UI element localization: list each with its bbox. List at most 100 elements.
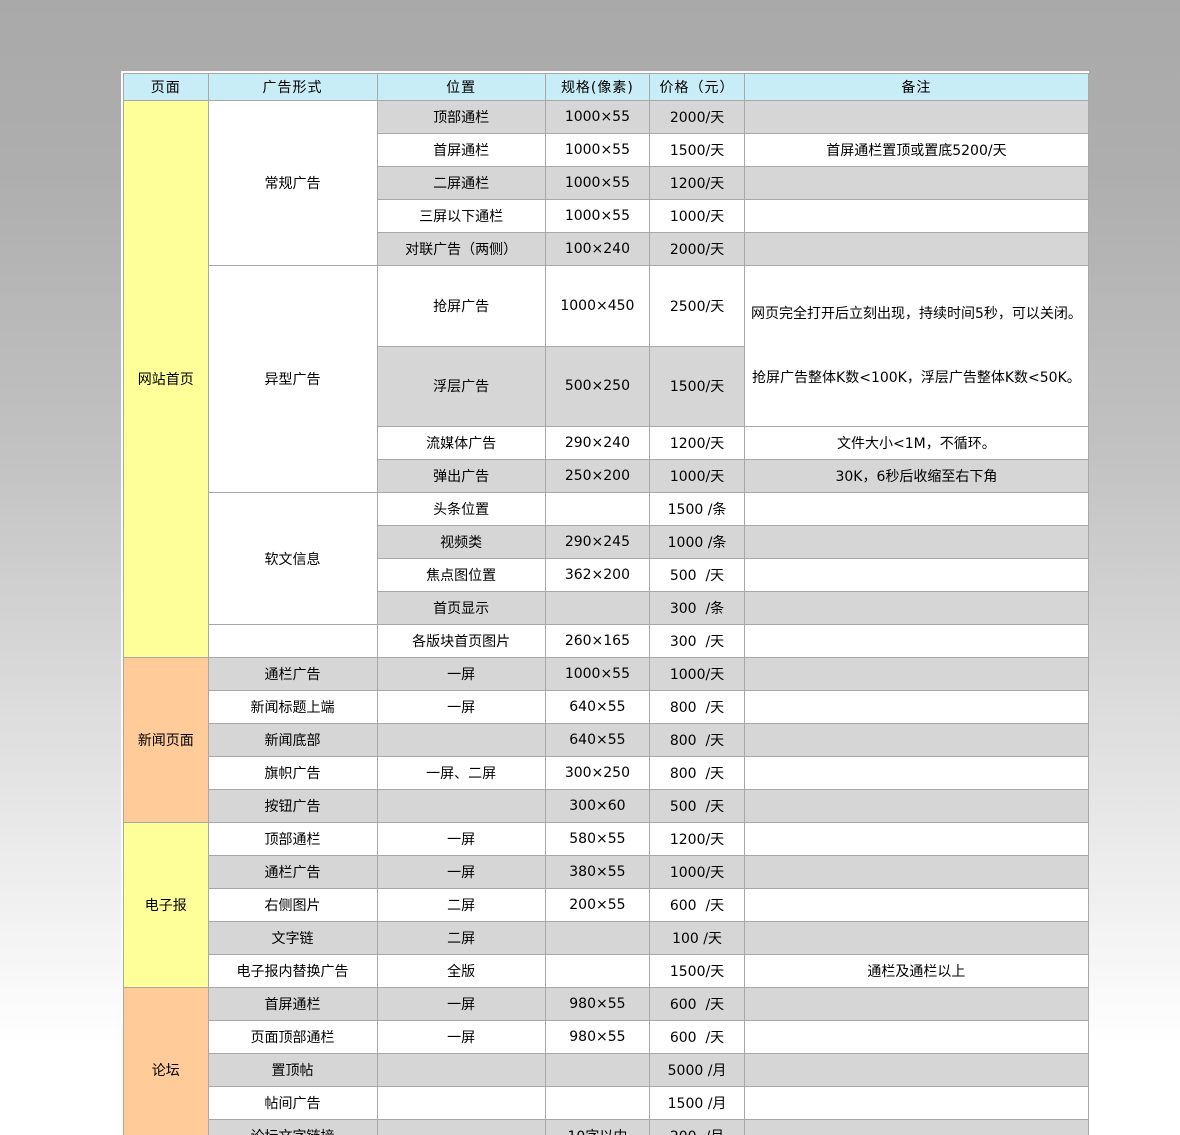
price-cell: 1000/天 — [649, 199, 745, 233]
table-row: 旗帜广告 一屏、二屏 300×250 800 /天 — [124, 756, 1090, 790]
header-row: 页面 广告形式 位置 规格(像素) 价格（元） 备注 — [123, 73, 1090, 101]
ad-form-cell: 论坛文字链接 — [207, 1119, 378, 1135]
price-cell: 600 /天 — [649, 987, 745, 1021]
position-cell: 三屏以下通栏 — [376, 199, 546, 233]
table-row: 各版块首页图片 260×165 300 /天 — [124, 624, 1090, 658]
position-cell: 各版块首页图片 — [376, 624, 546, 658]
ad-form-cell — [207, 624, 378, 658]
price-cell: 1000/天 — [649, 855, 745, 889]
note-cell — [743, 888, 1090, 922]
price-cell: 800 /天 — [649, 723, 745, 757]
price-cell: 1500/天 — [649, 345, 745, 427]
spec-cell: 10字以内 — [544, 1119, 651, 1135]
price-cell: 1000/天 — [649, 657, 745, 691]
position-cell — [376, 789, 546, 823]
spec-cell: 100×240 — [544, 232, 651, 266]
spec-cell: 290×240 — [544, 426, 651, 460]
column-header-price: 价格（元） — [649, 73, 745, 101]
table-row: 首屏通栏 1000×55 1500/天 首屏通栏置顶或置底5200/天 — [124, 133, 1090, 167]
note-cell — [743, 756, 1090, 790]
position-cell: 首页显示 — [376, 591, 546, 625]
table-row: 浮层广告 500×250 1500/天 — [124, 345, 1089, 427]
table-row: 帖间广告 1500 /月 — [124, 1086, 1090, 1120]
price-cell: 600 /天 — [649, 1020, 745, 1054]
note-cell — [743, 591, 1090, 625]
price-cell: 1200/天 — [649, 822, 745, 856]
ad-form-cell: 软文信息 — [207, 492, 378, 625]
note-cell — [743, 232, 1090, 266]
note-cell: 通栏及通栏以上 — [743, 954, 1090, 988]
table-row: 新闻标题上端 一屏 640×55 800 /天 — [124, 690, 1090, 724]
price-cell: 500 /天 — [649, 558, 745, 592]
spec-cell: 250×200 — [544, 459, 651, 493]
price-cell: 5000 /月 — [649, 1053, 745, 1087]
price-cell: 300 /条 — [649, 591, 745, 625]
note-cell — [743, 690, 1090, 724]
price-cell: 2000/天 — [649, 232, 745, 266]
spec-cell — [544, 1053, 651, 1087]
note-cell: 文件大小<1M，不循环。 — [743, 426, 1090, 460]
table-row: 按钮广告 300×60 500 /天 — [124, 789, 1090, 823]
ad-form-cell: 首屏通栏 — [207, 987, 378, 1021]
ad-form-cell: 旗帜广告 — [207, 756, 378, 790]
note-cell — [743, 525, 1090, 559]
table-row: 通栏广告 一屏 380×55 1000/天 — [124, 855, 1090, 889]
note-cell — [743, 558, 1090, 592]
note-cell — [743, 657, 1090, 691]
note-line: 抢屏广告整体K数<100K，浮层广告整体K数<50K。 — [752, 370, 1081, 386]
position-cell: 一屏 — [376, 657, 546, 691]
note-cell — [743, 199, 1090, 233]
page-group-cell: 电子报 — [123, 822, 209, 988]
table-row: 网站首页 常规广告 顶部通栏 1000×55 2000/天 — [123, 100, 1090, 658]
price-cell: 2000/天 — [649, 100, 745, 134]
spec-cell: 640×55 — [544, 723, 651, 757]
table-row: 论坛 首屏通栏 一屏 980×55 600 /天 — [123, 987, 1090, 1135]
note-cell — [743, 624, 1090, 658]
table-row: 二屏通栏 1000×55 1200/天 — [124, 166, 1090, 200]
spec-cell: 380×55 — [544, 855, 651, 889]
position-cell: 浮层广告 — [376, 345, 546, 427]
table-row: 电子报 顶部通栏 一屏 580×55 1200/天 — [123, 822, 1090, 988]
position-cell: 焦点图位置 — [376, 558, 546, 592]
note-cell — [743, 1053, 1090, 1087]
position-cell: 一屏 — [376, 690, 546, 724]
column-header-page: 页面 — [123, 73, 209, 101]
spec-cell — [544, 1086, 651, 1120]
spec-cell: 580×55 — [544, 822, 651, 856]
spec-cell: 980×55 — [544, 987, 651, 1021]
table-row: 对联广告（两侧） 100×240 2000/天 — [124, 232, 1090, 266]
spec-cell — [544, 921, 651, 955]
table-row: 新闻页面 通栏广告 一屏 1000×55 1000/天 — [123, 657, 1090, 823]
spec-cell: 1000×55 — [544, 133, 651, 167]
spec-cell — [544, 954, 651, 988]
page-group-cell: 新闻页面 — [123, 657, 209, 823]
table-row: 论坛文字链接 10字以内 200 /月 — [124, 1119, 1090, 1135]
position-cell: 一屏、二屏 — [376, 756, 546, 790]
note-cell — [743, 492, 1090, 526]
position-cell: 二屏通栏 — [376, 166, 546, 200]
spec-cell: 1000×55 — [544, 166, 651, 200]
position-cell: 一屏 — [376, 987, 546, 1021]
spec-cell: 300×250 — [544, 756, 651, 790]
position-cell: 一屏 — [376, 822, 546, 856]
table-row: 页面顶部通栏 一屏 980×55 600 /天 — [124, 1020, 1090, 1054]
ad-form-cell: 通栏广告 — [207, 855, 378, 889]
ad-form-cell: 电子报内替换广告 — [207, 954, 378, 988]
table-row: 文字链 二屏 100 /天 — [124, 921, 1090, 955]
position-cell: 一屏 — [376, 855, 546, 889]
note-cell — [743, 789, 1090, 823]
price-cell: 1000/天 — [649, 459, 745, 493]
position-cell: 头条位置 — [376, 492, 546, 526]
spec-cell: 1000×55 — [544, 657, 651, 691]
spec-cell: 200×55 — [544, 888, 651, 922]
note-cell: 首屏通栏置顶或置底5200/天 — [743, 133, 1090, 167]
price-cell: 1200/天 — [649, 166, 745, 200]
ad-form-cell: 右侧图片 — [207, 888, 378, 922]
ad-form-cell: 帖间广告 — [207, 1086, 378, 1120]
spec-cell: 980×55 — [544, 1020, 651, 1054]
position-cell: 流媒体广告 — [376, 426, 546, 460]
spec-cell: 1000×450 — [544, 265, 651, 347]
price-cell: 1500/天 — [649, 954, 745, 988]
price-cell: 1500 /条 — [649, 492, 745, 526]
